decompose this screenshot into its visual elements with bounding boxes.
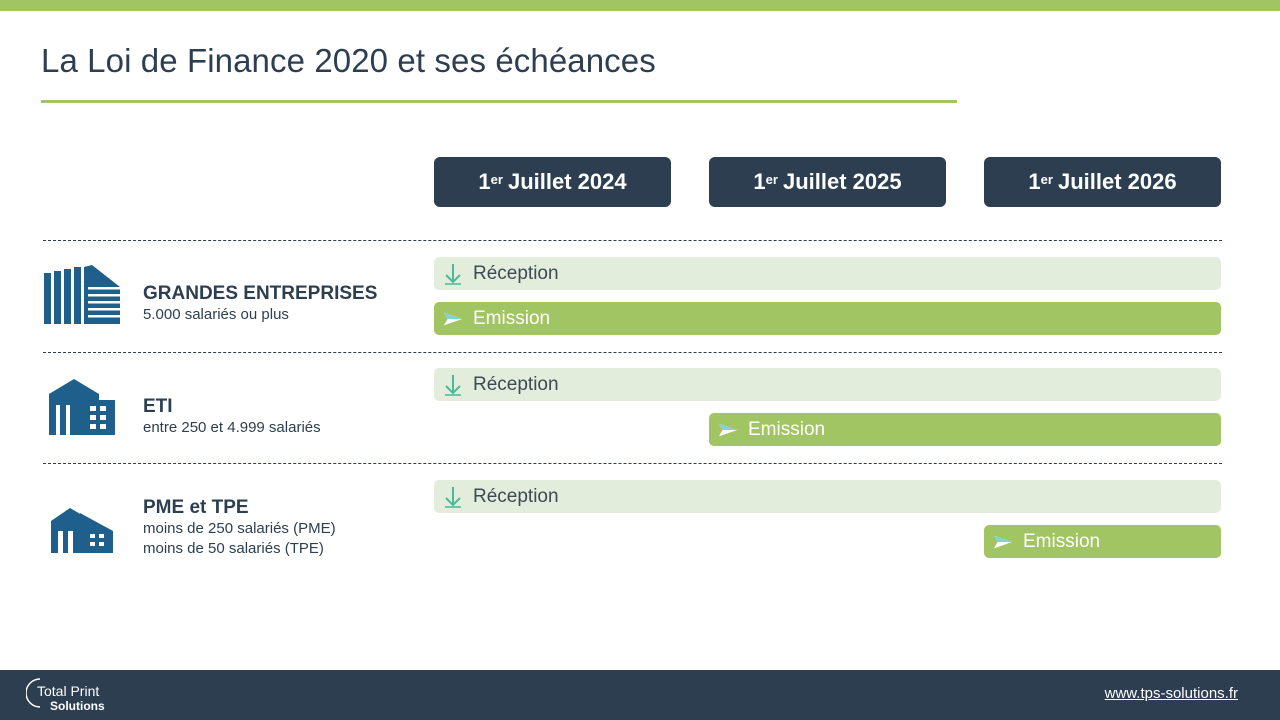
small-building-icon [50, 507, 114, 560]
slide-title: La Loi de Finance 2020 et ses échéances [41, 42, 656, 79]
large-building-icon [42, 265, 122, 330]
paper-plane-icon [993, 532, 1013, 552]
paper-plane-icon [443, 309, 463, 329]
date-ordinal-suffix: er [765, 171, 778, 187]
row-subtitle: moins de 250 salariés (PME) [143, 520, 336, 537]
date-label: Juillet 2024 [507, 169, 627, 194]
title-underline [41, 100, 957, 103]
date-label: Juillet 2026 [1057, 169, 1177, 194]
bar-label: Réception [473, 485, 559, 507]
row-title-pme-tpe: PME et TPE [143, 497, 249, 518]
emission-bar-eti: Emission [709, 413, 1221, 446]
paper-plane-icon [718, 420, 738, 440]
row-title-grandes-entreprises: GRANDES ENTREPRISES [143, 283, 378, 304]
arrow-down-icon [443, 486, 463, 508]
bar-label: Emission [748, 418, 826, 440]
date-header-2025: 1 er Juillet 2025 [709, 157, 946, 207]
date-ordinal: 1 [478, 169, 491, 194]
bar-label: Emission [1023, 530, 1101, 552]
date-header-2026: 1 er Juillet 2026 [984, 157, 1221, 207]
row-divider [43, 240, 1222, 241]
reception-bar-eti: Réception [434, 368, 1221, 401]
company-logo [25, 675, 106, 715]
emission-bar-grandes-entreprises: Emission [434, 302, 1221, 335]
bar-label: Réception [473, 373, 559, 395]
reception-bar-grandes-entreprises: Réception [434, 257, 1221, 290]
bar-label: Emission [473, 307, 551, 329]
row-title-eti: ETI [143, 396, 173, 417]
logo-text-line1: Total Print [37, 683, 100, 699]
top-accent-bar [0, 0, 1280, 11]
row-subtitle-secondary: moins de 50 salariés (TPE) [143, 540, 324, 557]
date-ordinal-suffix: er [490, 171, 503, 187]
row-divider [43, 352, 1222, 353]
date-ordinal: 1 [753, 169, 766, 194]
bar-label: Réception [473, 262, 559, 284]
date-label: Juillet 2025 [782, 169, 902, 194]
row-subtitle: 5.000 salariés ou plus [143, 306, 289, 323]
arrow-down-icon [443, 374, 463, 396]
medium-building-icon [48, 378, 116, 441]
date-ordinal: 1 [1028, 169, 1041, 194]
row-divider [43, 463, 1222, 464]
logo-text-line2: Solutions [50, 699, 105, 713]
date-header-2024: 1 er Juillet 2024 [434, 157, 671, 207]
arrow-down-icon [443, 263, 463, 285]
date-ordinal-suffix: er [1040, 171, 1053, 187]
emission-bar-pme-tpe: Emission [984, 525, 1221, 558]
footer-bar [0, 670, 1280, 720]
row-subtitle: entre 250 et 4.999 salariés [143, 419, 321, 436]
website-link[interactable]: www.tps-solutions.fr [1104, 685, 1238, 702]
reception-bar-pme-tpe: Réception [434, 480, 1221, 513]
